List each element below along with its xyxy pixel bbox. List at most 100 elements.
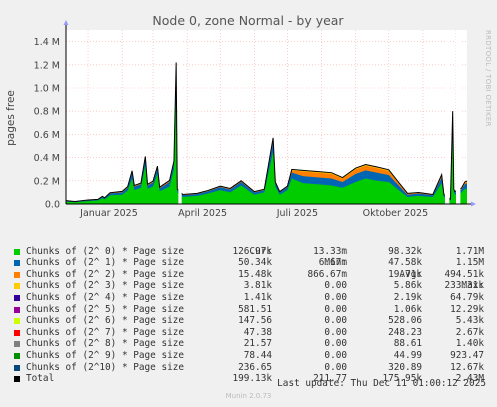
legend-max: 1.15M (455, 257, 484, 269)
legend-min: 0.00 (324, 361, 347, 373)
legend-row: Chunks of (2^ 1) * Page size 50.34k 6.67m 4… (14, 257, 494, 269)
legend-avg: 1.06k (393, 303, 422, 315)
legend-min: 211.77 (313, 373, 347, 385)
legend-min: 6.67m (318, 257, 347, 269)
legend-cur: 236.65 (238, 361, 272, 373)
legend-swatch (14, 248, 20, 255)
legend-series-name: Chunks of (2^ 7) * Page size (26, 326, 185, 338)
y-tick-label: 0.8 M (34, 107, 60, 118)
legend-swatch (14, 283, 20, 290)
area-s2 (66, 64, 467, 204)
legend-series-name: Chunks of (2^ 9) * Page size (26, 349, 185, 361)
munin-version: Munin 2.0.73 (225, 392, 272, 400)
legend-cur: 199.13k (232, 373, 272, 385)
legend-swatch (14, 364, 20, 371)
legend-cur: 581.51 (238, 303, 272, 315)
axes (63, 20, 476, 207)
data-gap (178, 30, 182, 204)
chart-title: Node 0, zone Normal - by year (152, 13, 344, 28)
legend-avg: 175.95k (382, 373, 422, 385)
legend-min: 0.00 (324, 315, 347, 327)
legend-series-name: Chunks of (2^ 1) * Page size (26, 257, 185, 269)
legend-max: 2.67k (455, 326, 484, 338)
legend-min: 0.00 (324, 349, 347, 361)
legend-series-name: Chunks of (2^10) * Page size (26, 361, 185, 373)
legend-cur: 3.81k (243, 280, 272, 292)
x-axis-arrow (471, 201, 476, 207)
y-tick-label: 0.2 M (34, 176, 60, 187)
legend-row: Chunks of (2^ 7) * Page size 47.38 0.00 248… (14, 327, 494, 339)
y-tick-label: 1.4 M (34, 37, 60, 48)
legend-cur: 47.38 (243, 326, 272, 338)
x-tick-label: Oktober 2025 (363, 208, 429, 219)
legend-avg: 47.58k (388, 257, 422, 269)
legend-swatch (14, 341, 20, 348)
legend: Cur: Min: Avg: Max: Chunks of (2^ 0) * P… (14, 234, 494, 385)
series-areas (65, 30, 468, 205)
rrdtool-credit: RRDTOOL / TOBI OETIKER (484, 30, 492, 127)
legend-series-name: Chunks of (2^ 0) * Page size (26, 245, 185, 257)
legend-avg: 2.19k (393, 291, 422, 303)
total-line (65, 62, 468, 202)
legend-max: 64.79k (450, 291, 484, 303)
legend-swatch (14, 352, 20, 359)
legend-row: Chunks of (2^ 3) * Page size 3.81k 0.00 5.8… (14, 280, 494, 292)
legend-row: Chunks of (2^ 9) * Page size 78.44 0.00 44.… (14, 350, 494, 362)
legend-series-name: Chunks of (2^ 4) * Page size (26, 291, 185, 303)
legend-series-name: Chunks of (2^ 2) * Page size (26, 268, 185, 280)
legend-row: Chunks of (2^ 4) * Page size 1.41k 0.00 2.1… (14, 292, 494, 304)
legend-max: 494.51k (444, 268, 484, 280)
legend-avg: 44.99 (393, 349, 422, 361)
legend-max: 233.31k (444, 280, 484, 292)
data-gap (455, 30, 461, 204)
legend-max: 2.43M (455, 373, 484, 385)
legend-header-cur: Cur: (249, 245, 272, 257)
y-tick-label: 1.0 M (34, 84, 60, 95)
legend-series-name: Chunks of (2^ 3) * Page size (26, 280, 185, 292)
legend-cur: 50.34k (238, 257, 272, 269)
legend-cur: 78.44 (243, 349, 272, 361)
legend-swatch (14, 271, 20, 278)
legend-cur: 15.48k (238, 268, 272, 280)
legend-min: 13.33m (313, 245, 347, 257)
legend-min: 0.00 (324, 338, 347, 350)
legend-min: 0.00 (324, 303, 347, 315)
legend-row: Chunks of (2^ 6) * Page size 147.56 0.00 52… (14, 315, 494, 327)
legend-swatch (14, 306, 20, 313)
legend-series-name: Total (26, 373, 55, 385)
legend-row: Chunks of (2^ 0) * Page size 126.97k 13.33… (14, 246, 494, 258)
legend-avg: 19.71k (388, 268, 422, 280)
legend-swatch (14, 376, 20, 383)
data-gap (444, 30, 450, 204)
legend-min: 0.00 (324, 326, 347, 338)
legend-avg: 248.23 (388, 326, 422, 338)
legend-max: 12.67k (450, 361, 484, 373)
legend-row: Chunks of (2^ 2) * Page size 15.48k 866.67… (14, 269, 494, 281)
legend-avg: 528.06 (388, 315, 422, 327)
legend-avg: 98.32k (388, 245, 422, 257)
legend-max: 923.47 (450, 349, 484, 361)
legend-header-max: Max: (461, 280, 484, 292)
legend-rows: Chunks of (2^ 0) * Page size 126.97k 13.33… (14, 246, 494, 385)
legend-cur: 21.57 (243, 338, 272, 350)
x-tick-label: Juli 2025 (276, 208, 318, 219)
y-tick-label: 1.2 M (34, 60, 60, 71)
legend-series-name: Chunks of (2^ 6) * Page size (26, 315, 185, 327)
grid: 0.0 0.2 M 0.4 M 0.6 M 0.8 M 1.0 M 1.2 M 1.4 M Ja… (34, 30, 467, 219)
legend-max: 5.43k (455, 315, 484, 327)
legend-max: 1.40k (455, 338, 484, 350)
legend-swatch (14, 318, 20, 325)
y-axis-label: pages free (5, 90, 17, 146)
legend-cur: 126.97k (232, 245, 272, 257)
legend-avg: 5.86k (393, 280, 422, 292)
legend-header: Cur: Min: Avg: Max: (14, 234, 494, 292)
legend-swatch (14, 329, 20, 336)
y-tick-label: 0.0 (45, 200, 60, 211)
legend-avg: 320.89 (388, 361, 422, 373)
last-update: Last update: Thu Dec 11 01:00:12 2025 (277, 378, 486, 389)
legend-row: Total 199.13k 211.77 175.95k 2.43M (14, 373, 494, 385)
legend-series-name: Chunks of (2^ 8) * Page size (26, 338, 185, 350)
y-axis-arrow (63, 20, 69, 25)
legend-row: Chunks of (2^10) * Page size 236.65 0.00 32… (14, 362, 494, 374)
x-tick-label: Januar 2025 (79, 208, 138, 219)
